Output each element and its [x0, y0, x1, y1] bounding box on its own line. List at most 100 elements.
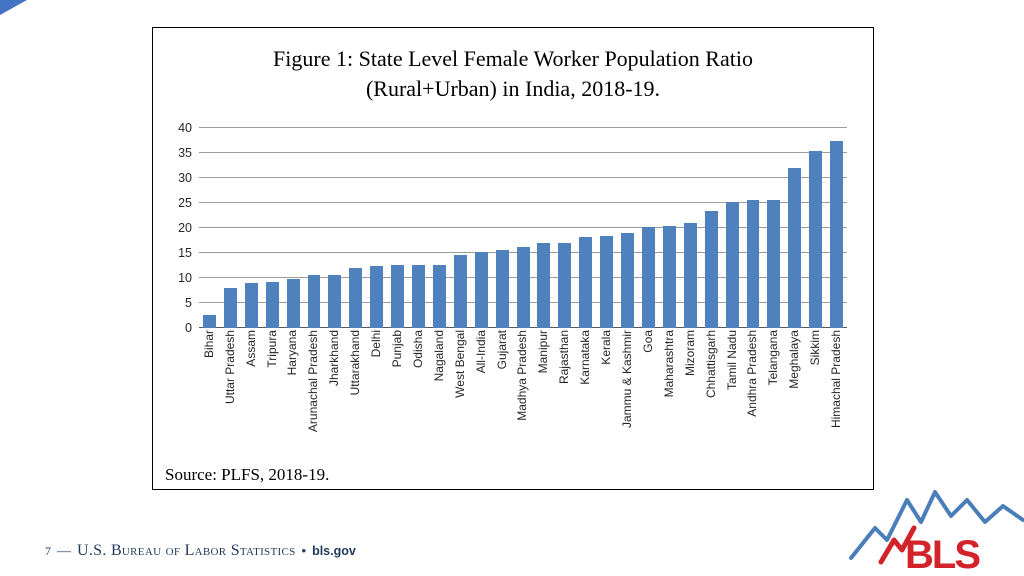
x-axis-label-text: All-India [473, 330, 488, 374]
x-axis-label-text: Himachal Pradesh [829, 330, 844, 429]
x-axis-label-text: Tripura [264, 330, 279, 368]
x-axis-label: Chhattisgarh [701, 330, 722, 480]
x-axis-label: All-India [471, 330, 492, 480]
bar-series [199, 128, 847, 328]
gridline [199, 177, 847, 178]
x-axis-label: Uttarakhand [345, 330, 366, 480]
chart-figure: Figure 1: State Level Female Worker Popu… [152, 27, 874, 490]
x-axis-label-text: Punjab [390, 330, 405, 368]
y-axis-tick-label: 15 [178, 246, 192, 260]
bar-slot [345, 128, 366, 328]
bar-slot [387, 128, 408, 328]
y-axis-tick-label: 5 [185, 296, 192, 310]
x-axis-label: Jammu & Kashmir [617, 330, 638, 480]
bar-slot [241, 128, 262, 328]
x-axis-label: Goa [638, 330, 659, 480]
x-axis-label: Andhra Pradesh [743, 330, 764, 480]
bar-slot [554, 128, 575, 328]
bar-slot [826, 128, 847, 328]
bar [474, 252, 488, 328]
bar-slot [805, 128, 826, 328]
bar [704, 211, 718, 328]
source-note: Source: PLFS, 2018-19. [165, 465, 330, 484]
x-axis-label-text: Arunachal Pradesh [306, 330, 321, 433]
x-axis-label: Karnataka [575, 330, 596, 480]
x-axis-label-text: Delhi [369, 330, 384, 358]
bar [516, 247, 530, 328]
logo-blue-zigzag-line [849, 490, 1024, 560]
bar-slot [450, 128, 471, 328]
logo-red-zigzag [878, 525, 917, 565]
bar [223, 287, 237, 328]
bar-slot [575, 128, 596, 328]
bar-slot [763, 128, 784, 328]
footer-site-url: bls.gov [312, 544, 356, 558]
bar-slot [199, 128, 220, 328]
x-axis-label-text: Chhattisgarh [703, 330, 718, 399]
bls-logo: BLS [849, 490, 1024, 570]
x-axis-label-text: Kerala [599, 330, 614, 365]
page-number: 7 [45, 544, 51, 558]
bar [746, 200, 760, 328]
x-axis-label-text: Assam [243, 330, 258, 367]
footer-dash: — [57, 544, 71, 559]
x-axis-label-text: Madhya Pradesh [515, 330, 530, 421]
x-axis-label-text: Odisha [410, 330, 425, 369]
x-axis-label: Gujarat [492, 330, 513, 480]
x-axis-label: Maharashtra [659, 330, 680, 480]
x-axis-label: Kerala [596, 330, 617, 480]
bar-slot [283, 128, 304, 328]
bar-slot [471, 128, 492, 328]
x-axis-label: Manipur [534, 330, 555, 480]
bar-slot [492, 128, 513, 328]
bar [328, 274, 342, 328]
gridline [199, 227, 847, 228]
bar [767, 199, 781, 328]
bar [683, 223, 697, 328]
x-axis-label-text: Rajasthan [557, 330, 572, 385]
bar [370, 265, 384, 328]
bar [202, 315, 216, 328]
gridline [199, 127, 847, 128]
y-axis-tick-label: 35 [178, 146, 192, 160]
x-axis-label: Delhi [366, 330, 387, 480]
y-axis-tick-label: 25 [178, 196, 192, 210]
bar-slot [617, 128, 638, 328]
x-axis-label: Assam [241, 330, 262, 480]
x-axis-label: Himachal Pradesh [826, 330, 847, 480]
bar-slot [659, 128, 680, 328]
x-axis-label-text: Maharashtra [661, 330, 676, 398]
bar [642, 227, 655, 328]
x-axis-label-text: Andhra Pradesh [745, 330, 760, 417]
bar [662, 226, 676, 328]
x-axis-label: Haryana [283, 330, 304, 480]
bar-slot [596, 128, 617, 328]
x-axis-label-text: Karnataka [578, 330, 593, 385]
x-axis-label: Uttar Pradesh [220, 330, 241, 480]
x-axis-label: Tripura [262, 330, 283, 480]
bar-slot [324, 128, 345, 328]
bar [621, 233, 635, 328]
x-axis-label-text: Uttar Pradesh [222, 330, 237, 405]
bar-slot [220, 128, 241, 328]
bar-slot [366, 128, 387, 328]
x-axis-label: Sikkim [805, 330, 826, 480]
x-axis-label: Bihar [199, 330, 220, 480]
x-axis-label: Madhya Pradesh [513, 330, 534, 480]
bar [579, 237, 593, 328]
x-axis-label: Jharkhand [324, 330, 345, 480]
bar [244, 283, 258, 328]
bar [453, 254, 467, 328]
x-axis-label-text: Bihar [201, 330, 216, 359]
slide-footer: 7 — U.S. Bureau of Labor Statistics • bl… [45, 542, 356, 560]
y-axis-tick-label: 0 [185, 321, 192, 335]
bar-slot [408, 128, 429, 328]
y-axis-tick-label: 30 [178, 171, 192, 185]
bar-slot [638, 128, 659, 328]
x-axis-label-text: Jammu & Kashmir [619, 330, 634, 429]
x-axis-label-text: Uttarakhand [348, 330, 363, 396]
bar-slot [429, 128, 450, 328]
gridline [199, 152, 847, 153]
bar [349, 268, 363, 328]
bar-slot [743, 128, 764, 328]
